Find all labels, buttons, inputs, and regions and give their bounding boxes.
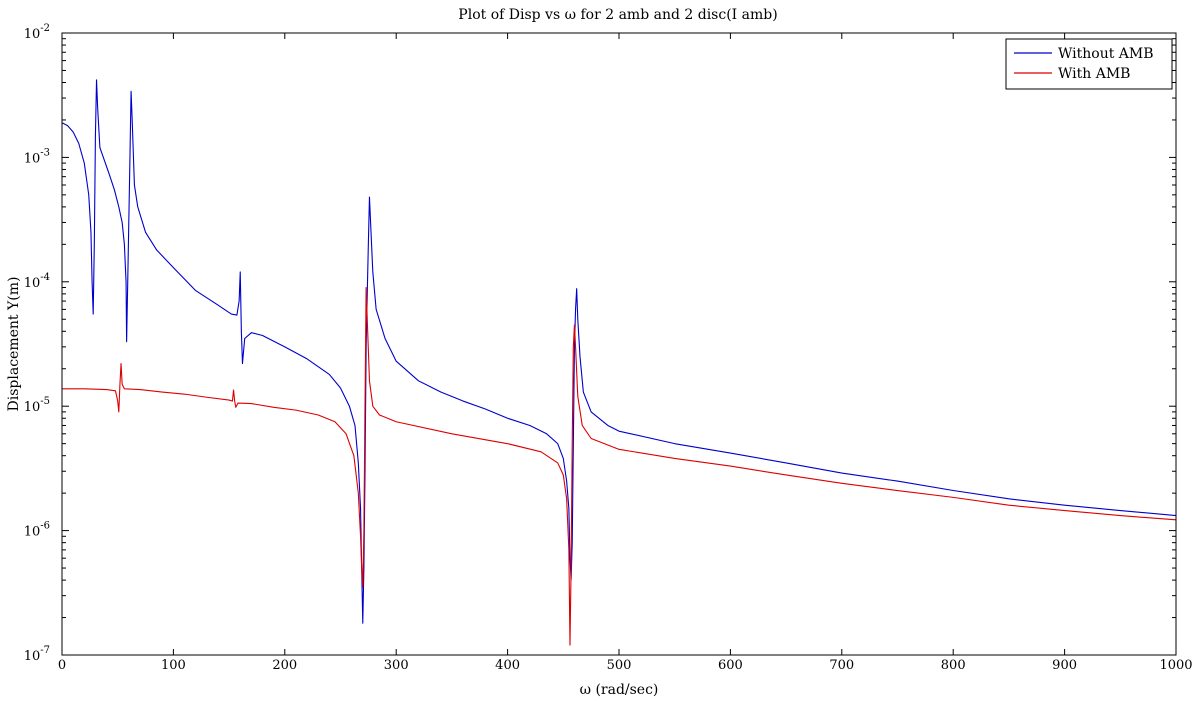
legend: Without AMB With AMB xyxy=(1005,38,1173,90)
series-layer xyxy=(62,79,1176,646)
y-tick-label: 10-7 xyxy=(24,645,50,664)
x-tick-label: 1000 xyxy=(1159,658,1192,673)
x-tick-label: 400 xyxy=(495,658,520,673)
x-axis-label: ω (rad/sec) xyxy=(580,682,659,698)
x-tick-label: 700 xyxy=(829,658,854,673)
series-line-without-amb xyxy=(62,79,1176,624)
axes-background xyxy=(62,33,1176,655)
y-tick-label: 10-6 xyxy=(24,521,50,540)
y-tick-label: 10-4 xyxy=(24,272,50,291)
x-tick-label: 200 xyxy=(272,658,297,673)
legend-label: With AMB xyxy=(1058,66,1130,82)
x-tick-label: 300 xyxy=(384,658,409,673)
y-axis-label: Displacement Y(m) xyxy=(6,277,22,412)
x-axis: 0 100 200 300 400 500 600 700 800 900 1000 xyxy=(58,33,1193,673)
y-tick-label: 10-5 xyxy=(24,396,50,415)
legend-label: Without AMB xyxy=(1058,46,1154,62)
x-tick-label: 0 xyxy=(58,658,66,673)
x-tick-label: 800 xyxy=(941,658,966,673)
legend-box xyxy=(1005,38,1173,90)
x-tick-label: 100 xyxy=(161,658,186,673)
x-tick-label: 900 xyxy=(1052,658,1077,673)
x-tick-label: 600 xyxy=(718,658,743,673)
y-tick-label: 10-2 xyxy=(24,23,50,42)
y-axis: 10-7 10-6 10-5 10-4 10-3 10-2 xyxy=(24,23,1176,664)
series-line-with-amb xyxy=(62,286,1176,646)
y-tick-label: 10-3 xyxy=(24,147,50,166)
chart-title: Plot of Disp vs ω for 2 amb and 2 disc(I… xyxy=(458,7,777,23)
x-tick-label: 500 xyxy=(607,658,632,673)
plot-area: 0 100 200 300 400 500 600 700 800 900 1000 10-710-… xyxy=(24,23,1193,673)
